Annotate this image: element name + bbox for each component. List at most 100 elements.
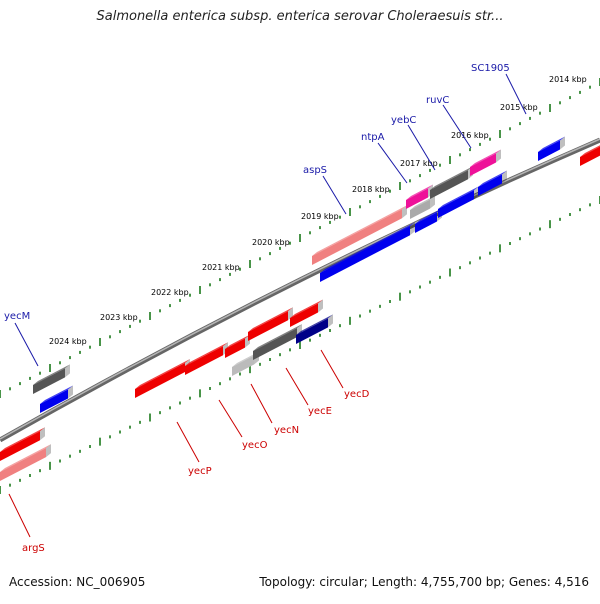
- gene-block-forward[interactable]: [538, 136, 565, 161]
- gene-block-forward-side: [502, 170, 507, 184]
- gene-label-args[interactable]: argS: [22, 543, 45, 554]
- leader-line: [176, 421, 200, 463]
- gene-block-misc-body: [406, 188, 428, 209]
- gene-block-reverse-side: [318, 299, 323, 313]
- gene-block-forward-top: [296, 314, 333, 335]
- gene-block-forward-side: [68, 385, 73, 399]
- gene-block-forward-top: [40, 385, 73, 404]
- gene-block-pseudo-top: [410, 195, 435, 210]
- gene-block-grey[interactable]: [33, 364, 70, 394]
- ruler-labels: 2024 kbp 2023 kbp 2022 kbp 2021 kbp 2020…: [49, 75, 587, 346]
- gene-block-reverse[interactable]: [290, 299, 323, 327]
- gene-block-reverse-body: [580, 146, 600, 166]
- gene-block-misc-top: [406, 184, 433, 200]
- gene-block-forward[interactable]: [320, 222, 415, 282]
- gene-block-forward-side: [474, 186, 479, 200]
- genome-summary: Topology: circular; Length: 4,755,700 bp…: [259, 575, 589, 589]
- gene-block-misc-top: [470, 149, 501, 167]
- gene-block-forward-side: [560, 136, 565, 150]
- gene-block-reverse-top: [0, 427, 45, 452]
- gene-block-grey-top: [253, 324, 302, 351]
- ruler-label: 2018 kbp: [352, 185, 390, 194]
- ruler-label: 2014 kbp: [549, 75, 587, 84]
- gene-block-reverse-top: [225, 334, 250, 349]
- gene-block-forward-side: [328, 314, 333, 328]
- gene-block-reverse[interactable]: [225, 334, 250, 358]
- gene-block-reverse-top: [580, 145, 600, 157]
- ruler-label: 2015 kbp: [500, 103, 538, 112]
- gene-label-yecm[interactable]: yecM: [4, 311, 30, 322]
- gene-label-yece[interactable]: yecE: [308, 406, 332, 417]
- gene-block-forward-side: [410, 222, 415, 236]
- gene-block-forward-body: [296, 318, 328, 344]
- gene-block-reverse-body: [290, 303, 318, 327]
- gene-label-asps[interactable]: aspS: [303, 165, 327, 176]
- gene-block-reverse-side: [40, 427, 45, 441]
- genome-title: Salmonella enterica subsp. enterica sero…: [96, 9, 504, 24]
- gene-block-misc-side: [496, 149, 501, 163]
- gene-block-reverse[interactable]: [580, 142, 600, 166]
- gene-label-ruvc[interactable]: ruvC: [426, 95, 449, 106]
- gene-label-yecp[interactable]: yecP: [188, 466, 212, 477]
- gene-block-forward-top: [478, 170, 507, 187]
- ruler-label: 2020 kbp: [252, 238, 290, 247]
- gene-block-pseudo[interactable]: [0, 444, 51, 481]
- gene-block-pseudo-body: [0, 448, 46, 481]
- gene-block-pseudo-side: [430, 195, 435, 209]
- gene-block-forward-body: [538, 140, 560, 161]
- leader-line: [442, 104, 472, 149]
- gene-label-yecn[interactable]: yecN: [274, 425, 299, 436]
- leader-line: [377, 142, 408, 184]
- gene-block-pseudo[interactable]: [312, 205, 407, 265]
- ruler-top-rail: [0, 78, 600, 398]
- gene-block-grey-body: [253, 328, 297, 360]
- ruler-label: 2023 kbp: [100, 313, 138, 322]
- gene-label-yebc[interactable]: yebC: [391, 115, 416, 126]
- leader-line: [320, 349, 344, 389]
- gene-block-pseudo-side: [402, 205, 407, 219]
- gene-block-reverse-top: [248, 307, 293, 332]
- gene-blocks: [0, 136, 600, 481]
- gene-block-forward-top: [320, 222, 415, 273]
- gene-block-grey-top: [33, 364, 70, 385]
- gene-block-forward-top: [538, 136, 565, 152]
- leader-line: [505, 73, 527, 115]
- leader-line: [250, 383, 273, 424]
- gene-block-forward[interactable]: [296, 314, 333, 344]
- gene-block-pseudo-side: [46, 444, 51, 458]
- gene-block-reverse-top: [290, 299, 323, 318]
- gene-block-forward[interactable]: [438, 186, 479, 218]
- gene-block-pseudo[interactable]: [410, 195, 435, 219]
- gene-labels: yecM aspS ntpA yebC ruvC SC1905 argS yec…: [4, 63, 527, 554]
- gene-block-reverse[interactable]: [0, 427, 45, 461]
- gene-block-misc[interactable]: [470, 149, 501, 176]
- leader-line: [322, 175, 347, 215]
- leader-line: [285, 367, 309, 406]
- gene-block-reverse-body: [0, 431, 40, 461]
- gene-block-reverse-body: [135, 363, 185, 398]
- gene-label-yecd[interactable]: yecD: [344, 389, 370, 400]
- gene-block-reverse-top: [135, 359, 190, 389]
- genome-backbone-highlight: [0, 138, 600, 440]
- gene-block-reverse-top: [185, 342, 228, 366]
- gene-label-sc1905[interactable]: SC1905: [471, 63, 510, 74]
- ruler-label: 2021 kbp: [202, 263, 240, 272]
- gene-block-pseudo-body: [312, 209, 402, 265]
- gene-block-misc-body: [470, 153, 496, 176]
- gene-block-forward-top: [438, 186, 479, 209]
- gene-label-ntpa[interactable]: ntpA: [361, 132, 385, 143]
- genome-backbone: [0, 137, 600, 443]
- gene-block-forward[interactable]: [478, 170, 507, 196]
- gene-block-grey-body: [430, 170, 468, 199]
- gene-block-forward-body: [320, 226, 410, 282]
- gene-label-yeco[interactable]: yecO: [242, 440, 268, 451]
- gene-block-forward-body: [478, 174, 502, 196]
- gene-block-forward[interactable]: [40, 385, 73, 413]
- leader-line: [14, 322, 39, 367]
- ruler-label: 2022 kbp: [151, 288, 189, 297]
- gene-block-reverse[interactable]: [185, 342, 228, 375]
- leader-line: [218, 399, 243, 438]
- gene-block-reverse[interactable]: [135, 359, 190, 398]
